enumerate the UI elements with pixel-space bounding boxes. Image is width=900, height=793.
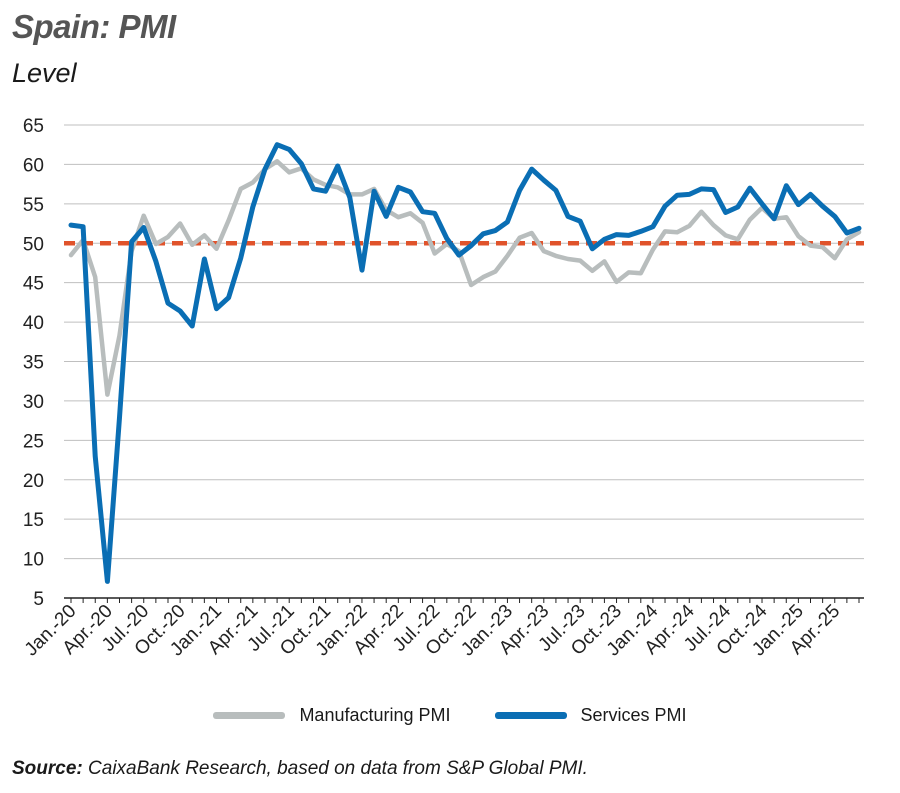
series-layer: [68, 142, 862, 584]
y-tick-label: 10: [23, 550, 44, 571]
legend-swatch-manufacturing: [213, 712, 286, 719]
y-tick-label: 15: [23, 510, 44, 531]
y-tick-label: 45: [23, 274, 44, 295]
x-axis-tick-labels: Jan.-20Apr.-20Jul.-20Oct.-20Jan.-21Apr.-…: [21, 600, 844, 660]
chart-legend: Manufacturing PMI Services PMI: [0, 705, 900, 726]
y-axis-tick-labels: 5 10 15 20 25 30 35 40 45 50 55 60 65: [23, 116, 44, 610]
y-tick-label: 5: [33, 589, 44, 610]
y-tick-label: 65: [23, 116, 44, 137]
y-tick-label: 55: [23, 195, 44, 216]
x-axis: [64, 597, 864, 603]
legend-item-services: Services PMI: [494, 705, 687, 726]
gridlines: [64, 124, 864, 560]
y-tick-label: 30: [23, 392, 44, 413]
legend-label-manufacturing: Manufacturing PMI: [299, 705, 451, 725]
source-note: Source: CaixaBank Research, based on dat…: [12, 758, 588, 780]
chart-title: Spain: PMI: [12, 8, 176, 45]
series-line-manufacturing: [68, 159, 862, 397]
y-tick-label: 20: [23, 471, 44, 492]
legend-label-services: Services PMI: [580, 705, 687, 725]
series-line-services: [68, 142, 862, 584]
legend-item-manufacturing: Manufacturing PMI: [213, 705, 451, 726]
pmi-line-chart: 5 10 15 20 25 30 35 40 45 50 55 60 65 Jan.-20Apr.-20…: [21, 116, 864, 660]
source-text: CaixaBank Research, based on data from S…: [88, 758, 588, 779]
y-tick-label: 40: [23, 313, 44, 334]
legend-swatch-services: [494, 712, 567, 719]
y-tick-label: 50: [23, 234, 44, 255]
y-tick-label: 25: [23, 431, 44, 452]
source-label: Source:: [12, 758, 83, 779]
y-tick-label: 60: [23, 155, 44, 176]
chart-subtitle: Level: [12, 58, 77, 88]
y-tick-label: 35: [23, 353, 44, 374]
